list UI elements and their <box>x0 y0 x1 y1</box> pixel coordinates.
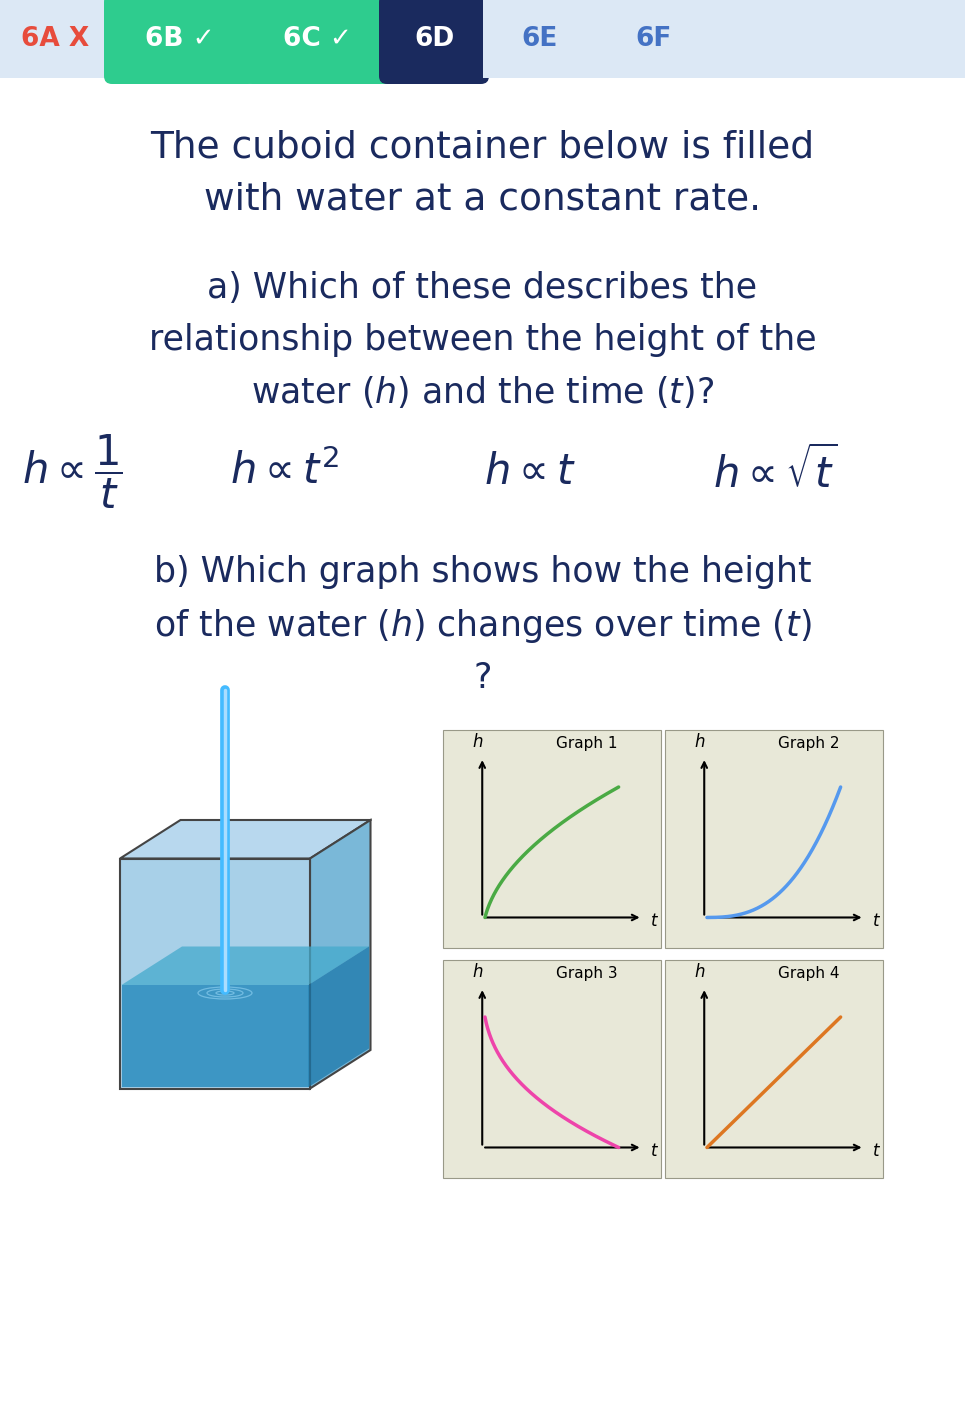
Text: Graph 2: Graph 2 <box>779 736 840 751</box>
Polygon shape <box>120 821 371 859</box>
Bar <box>443 731 661 948</box>
Text: ?: ? <box>473 661 492 695</box>
Text: Graph 3: Graph 3 <box>557 966 618 980</box>
Text: of the water $(h)$ changes over time $(t)$: of the water $(h)$ changes over time $(t… <box>153 606 812 645</box>
Text: $t$: $t$ <box>650 912 659 930</box>
Text: 6C ✓: 6C ✓ <box>283 26 352 51</box>
Text: $h \propto t^2$: $h \propto t^2$ <box>231 451 340 494</box>
Bar <box>112 0 248 47</box>
Text: 6B ✓: 6B ✓ <box>145 26 215 51</box>
Bar <box>665 731 883 948</box>
Text: 6D: 6D <box>414 26 455 51</box>
Text: Graph 1: Graph 1 <box>557 736 618 751</box>
Text: $h$: $h$ <box>694 963 705 982</box>
Polygon shape <box>310 821 371 1089</box>
Text: $h \propto \sqrt{t}$: $h \propto \sqrt{t}$ <box>712 447 838 497</box>
Text: $t$: $t$ <box>872 912 881 930</box>
Text: with water at a constant rate.: with water at a constant rate. <box>204 183 761 218</box>
Bar <box>596 0 711 78</box>
FancyBboxPatch shape <box>104 0 256 84</box>
Text: 6F: 6F <box>635 26 672 51</box>
Bar <box>387 0 481 47</box>
FancyBboxPatch shape <box>379 0 489 84</box>
Text: The cuboid container below is filled: The cuboid container below is filled <box>151 130 814 166</box>
Bar <box>252 0 383 47</box>
Text: $h \propto \dfrac{1}{t}$: $h \propto \dfrac{1}{t}$ <box>21 432 123 511</box>
Polygon shape <box>122 985 309 1087</box>
Text: water $(h)$ and the time $(t)$?: water $(h)$ and the time $(t)$? <box>251 374 714 410</box>
Bar <box>665 960 883 1179</box>
Text: $h \propto t$: $h \propto t$ <box>484 451 576 492</box>
Bar <box>483 0 596 78</box>
Text: $t$: $t$ <box>872 1143 881 1160</box>
Text: a) Which of these describes the: a) Which of these describes the <box>207 271 758 305</box>
Text: $h$: $h$ <box>694 733 705 751</box>
Polygon shape <box>120 859 310 1089</box>
Text: 6A X: 6A X <box>21 26 89 51</box>
Text: relationship between the height of the: relationship between the height of the <box>149 323 816 357</box>
Text: $h$: $h$ <box>472 733 482 751</box>
Bar <box>0 0 965 78</box>
Bar <box>0 0 110 78</box>
Bar <box>443 960 661 1179</box>
Text: $t$: $t$ <box>650 1143 659 1160</box>
Polygon shape <box>122 946 369 985</box>
Text: 6E: 6E <box>521 26 558 51</box>
Text: Graph 4: Graph 4 <box>779 966 840 980</box>
Text: $h$: $h$ <box>472 963 482 982</box>
FancyBboxPatch shape <box>244 0 391 84</box>
Polygon shape <box>309 946 369 1087</box>
Text: b) Which graph shows how the height: b) Which graph shows how the height <box>153 555 812 589</box>
